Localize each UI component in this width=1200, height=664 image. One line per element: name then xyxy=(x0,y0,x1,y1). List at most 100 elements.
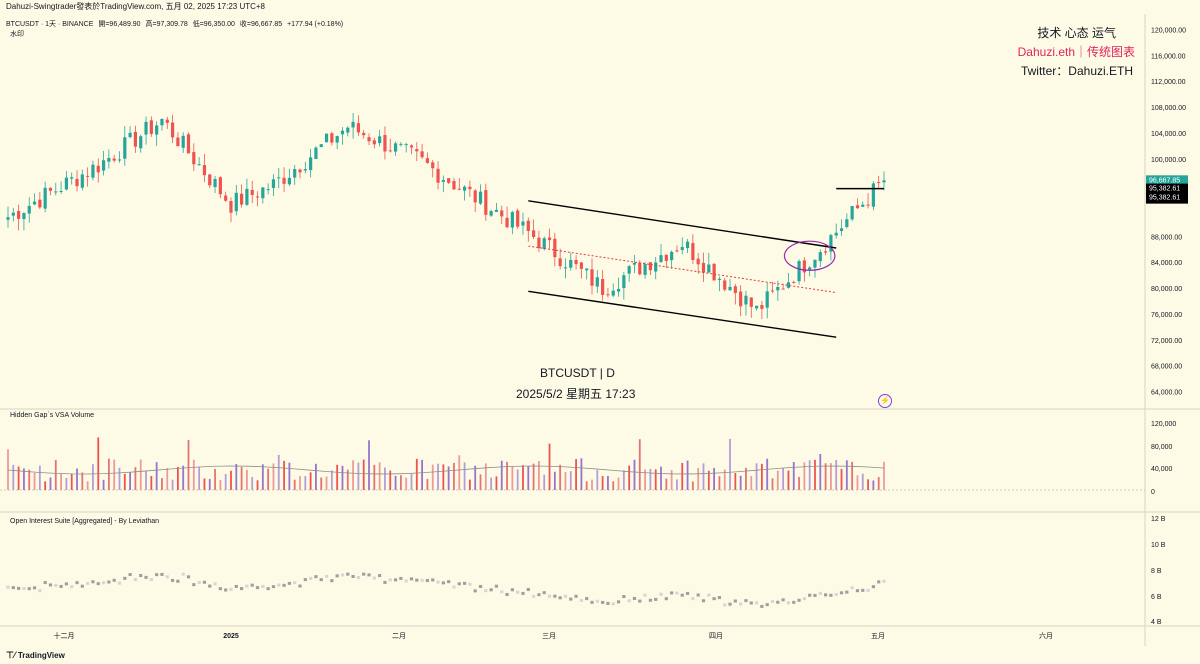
candle-body xyxy=(404,144,408,146)
oi-candle xyxy=(202,580,207,584)
tradingview-logo-text: TradingView xyxy=(17,651,65,660)
oi-candle xyxy=(462,581,467,585)
oi-candle xyxy=(701,599,706,603)
candle-body xyxy=(441,180,445,182)
symbol-name[interactable]: BTCUSDT · 1天 · BINANCE xyxy=(6,21,94,28)
volume-bar xyxy=(76,468,78,490)
oi-candle xyxy=(165,575,169,579)
oi-candle xyxy=(271,585,276,589)
oi-candle xyxy=(356,575,360,579)
oi-candle xyxy=(224,588,228,592)
oi-candle xyxy=(160,572,164,576)
watermark-legend-label[interactable]: 水印 xyxy=(10,31,24,38)
candle-body xyxy=(160,118,164,126)
oi-candle xyxy=(48,583,53,587)
candle-body xyxy=(638,262,642,275)
oi-candle xyxy=(638,599,642,603)
lightning-icon[interactable]: ⚡ xyxy=(878,394,892,408)
oi-tick: 6 B xyxy=(1151,594,1162,601)
volume-bar xyxy=(468,479,471,490)
volume-bar xyxy=(787,470,790,490)
candle-body xyxy=(691,243,695,261)
candle-body xyxy=(781,288,785,290)
volume-bar xyxy=(622,470,625,490)
close-value: 收=96,667.85 xyxy=(239,21,283,28)
candle-body xyxy=(346,127,350,133)
volume-bar xyxy=(336,464,339,490)
volume-bar xyxy=(861,473,864,490)
oi-candle xyxy=(96,582,100,586)
oi-candle xyxy=(590,600,594,604)
candle-body xyxy=(149,120,153,134)
volume-bar xyxy=(723,469,726,490)
volume-bar xyxy=(750,475,753,490)
volume-bar xyxy=(113,459,116,490)
change-value: +177.94 (+0.18%) xyxy=(287,21,344,28)
oi-candle xyxy=(181,572,185,576)
candle-body xyxy=(643,264,647,275)
volume-panel-label[interactable]: Hidden Gap`s VSA Volume xyxy=(10,412,95,419)
volume-bar xyxy=(426,478,429,490)
oi-candle xyxy=(372,576,376,580)
volume-bar xyxy=(23,468,25,490)
volume-bar xyxy=(654,469,657,490)
volume-bar xyxy=(506,461,508,490)
candle-body xyxy=(478,191,483,204)
candle-body xyxy=(425,158,430,163)
oi-candle xyxy=(139,574,143,578)
volume-bar xyxy=(771,478,774,490)
oi-candle xyxy=(70,585,74,589)
consolidation-ellipse[interactable] xyxy=(783,240,836,271)
oi-candle xyxy=(27,587,31,591)
candle-body xyxy=(516,210,520,227)
oi-candle xyxy=(192,583,196,587)
resistance-price-label xyxy=(1146,183,1188,204)
channel-lower-line[interactable] xyxy=(528,290,837,338)
price-axis[interactable]: 120,000.00 116,000.00 112,000.00 108,000.00… xyxy=(1146,27,1188,626)
volume-bar xyxy=(38,465,41,490)
volume-bar xyxy=(293,479,296,490)
volume-bar xyxy=(145,471,147,490)
oi-candle xyxy=(346,572,350,576)
candle-body xyxy=(287,177,291,185)
candle-body xyxy=(234,192,238,212)
candle-body xyxy=(563,267,568,269)
candle-body xyxy=(224,195,228,201)
oi-panel-label[interactable]: Open Interest Suite [Aggregated] - By Le… xyxy=(10,518,160,525)
volume-bar xyxy=(676,479,678,490)
tradingview-logo[interactable]: ⊤⁄ TradingView xyxy=(6,650,65,661)
candle-body xyxy=(664,254,668,261)
volume-bar xyxy=(824,463,827,490)
oi-candle xyxy=(664,597,668,601)
candle-body xyxy=(409,145,414,148)
candle-body xyxy=(75,178,79,187)
oi-candle xyxy=(415,578,419,582)
volume-bar xyxy=(368,440,370,490)
volume-bar xyxy=(766,458,769,490)
oi-candle xyxy=(17,586,21,590)
candle-body xyxy=(436,168,440,183)
oi-candle xyxy=(250,583,254,587)
candle-body xyxy=(765,291,769,308)
volume-bar xyxy=(389,470,392,490)
oi-candle xyxy=(335,574,339,578)
price-tick: 80,000.00 xyxy=(1151,286,1182,293)
oi-candle xyxy=(824,593,828,597)
oi-candle xyxy=(749,601,753,605)
drawings[interactable] xyxy=(528,187,884,338)
candle-body xyxy=(521,221,525,226)
volume-bar xyxy=(718,476,721,490)
volume-bar xyxy=(129,472,132,490)
oi-candle xyxy=(601,600,605,604)
time-axis[interactable]: 十二月 2025 二月 三月 四月 五月 六月 xyxy=(54,631,1054,640)
candle-body xyxy=(415,149,419,152)
volume-bar xyxy=(198,466,201,490)
channel-upper-line[interactable] xyxy=(528,200,837,249)
candle-body xyxy=(611,290,615,296)
volume-bar xyxy=(739,475,742,490)
volume-bar xyxy=(405,477,408,490)
candle-body xyxy=(824,251,828,253)
volume-bar xyxy=(840,468,843,490)
volume-bar xyxy=(484,463,487,490)
